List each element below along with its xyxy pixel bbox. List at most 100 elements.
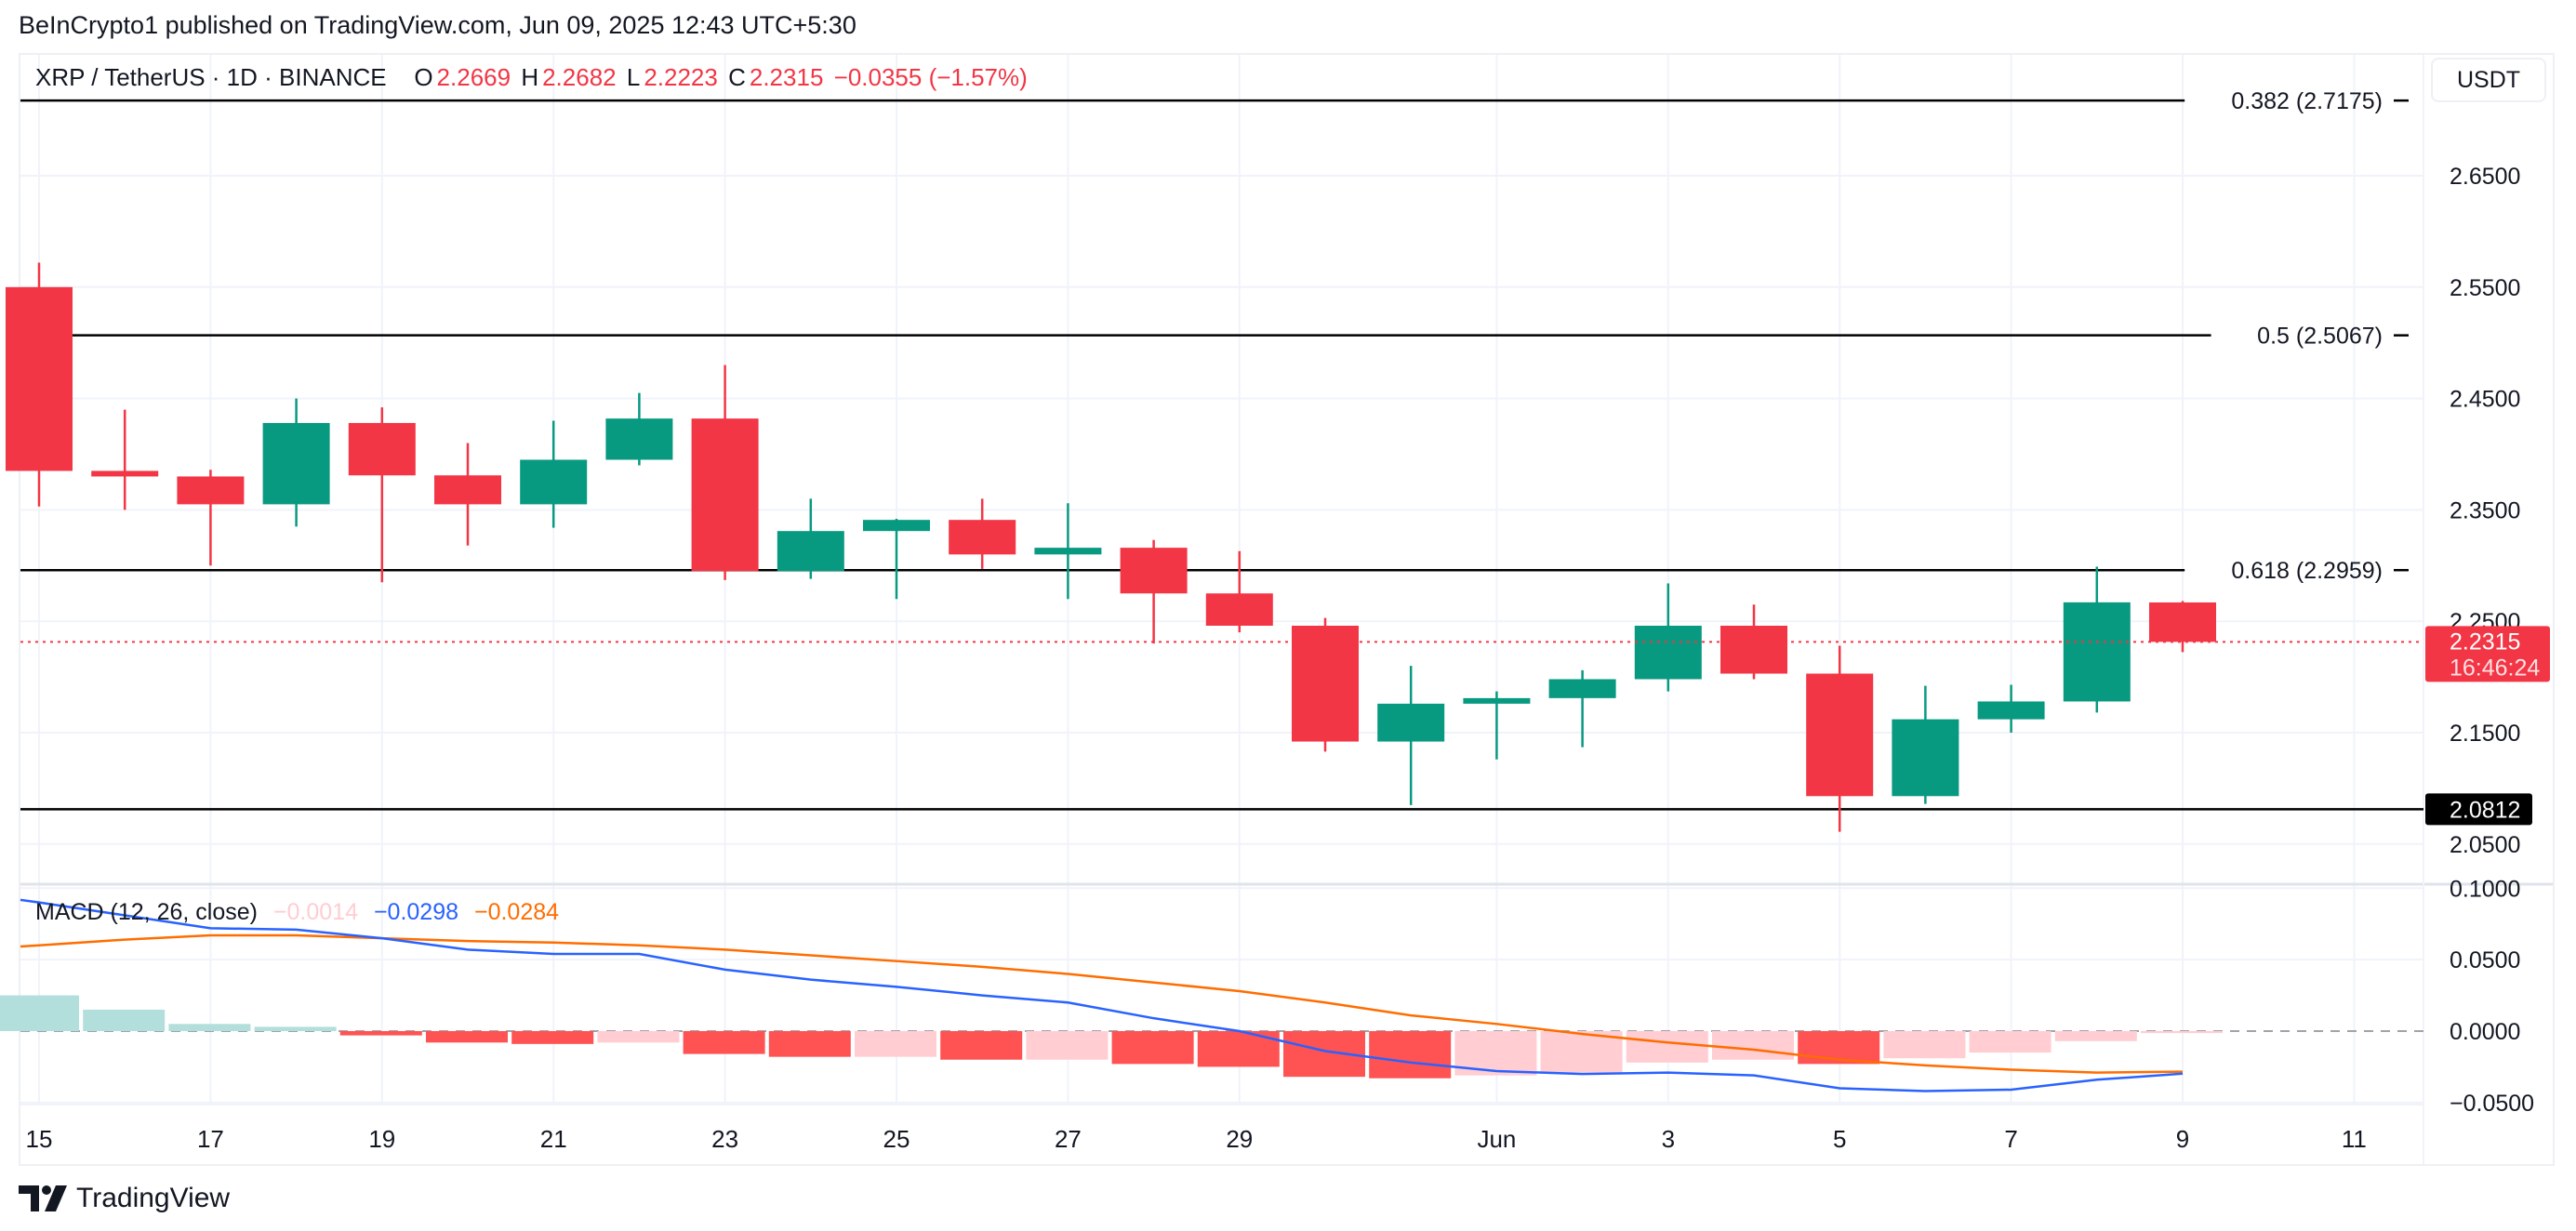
candle-body xyxy=(1377,703,1445,742)
x-tick-label: 9 xyxy=(2176,1125,2189,1153)
x-tick-label: 27 xyxy=(1055,1125,1082,1153)
price-axis-label: 2.3500 xyxy=(2450,497,2520,523)
fib-level-label: 0.618 (2.2959) xyxy=(2231,558,2383,584)
candle-body xyxy=(520,459,588,505)
candle-body xyxy=(863,520,930,532)
currency-button[interactable]: USDT xyxy=(2431,58,2546,102)
candle-body xyxy=(6,286,73,471)
open-value: 2.2669 xyxy=(436,63,511,91)
candle-body xyxy=(691,418,759,572)
candle-body xyxy=(177,476,245,505)
macd-axis-label: 0.0500 xyxy=(2450,947,2520,973)
support-price-label: 2.0812 xyxy=(2450,797,2520,823)
high-label: H xyxy=(521,63,539,91)
macd-title[interactable]: MACD (12, 26, close) xyxy=(35,899,258,925)
macd-signal-line xyxy=(20,933,2184,1074)
macd-histogram-bar xyxy=(2141,1031,2223,1034)
macd-histogram-bar xyxy=(2054,1031,2137,1041)
price-axis-label: 2.5500 xyxy=(2450,275,2520,301)
x-tick-label: 19 xyxy=(368,1125,395,1153)
fib-level-label: 0.5 (2.5067) xyxy=(2257,324,2383,350)
fib-level-label: 0.382 (2.7175) xyxy=(2231,88,2383,114)
x-tick-label: 11 xyxy=(2342,1125,2367,1153)
candle-body xyxy=(262,422,330,505)
x-tick-label: 23 xyxy=(711,1125,738,1153)
candle-body xyxy=(91,470,159,477)
price-axis-label: 2.0500 xyxy=(2450,832,2520,858)
macd-histogram-bar xyxy=(426,1031,508,1043)
x-tick-label: 15 xyxy=(26,1125,53,1153)
x-tick-label: 29 xyxy=(1226,1125,1253,1153)
macd-histogram-bar xyxy=(597,1031,680,1043)
close-label: C xyxy=(728,63,746,91)
x-tick-label: Jun xyxy=(1477,1125,1516,1153)
low-label: L xyxy=(626,63,641,91)
x-tick-label: 3 xyxy=(1662,1125,1675,1153)
candle-body xyxy=(1806,673,1874,797)
low-value: 2.2223 xyxy=(644,63,718,91)
x-tick-label: 5 xyxy=(1833,1125,1846,1153)
candle-body xyxy=(949,520,1016,555)
candle-body xyxy=(1463,697,1531,704)
macd-histogram-bar xyxy=(339,1031,422,1036)
bar-countdown-label: 16:46:24 xyxy=(2450,655,2540,681)
current-price-tag xyxy=(2425,626,2550,682)
tradingview-logo[interactable]: TradingView xyxy=(19,1183,230,1214)
macd-histogram-bar xyxy=(768,1031,851,1057)
macd-histogram-bar xyxy=(855,1031,936,1057)
macd-histogram-bar xyxy=(1540,1031,1623,1073)
price-axis-label: 2.4500 xyxy=(2450,387,2520,413)
candle-body xyxy=(1205,593,1273,626)
macd-histogram-bar xyxy=(1026,1031,1109,1060)
macd-histogram-bar xyxy=(0,995,79,1031)
macd-histogram-bar xyxy=(1626,1031,1708,1063)
candle-body xyxy=(1634,625,1702,680)
candle-body xyxy=(1977,701,2045,720)
x-tick-label: 17 xyxy=(197,1125,224,1153)
macd-signal-value: −0.0284 xyxy=(473,899,560,925)
macd-histogram-bar xyxy=(1111,1031,1194,1065)
macd-axis-label: 0.0000 xyxy=(2450,1019,2520,1045)
candle-body xyxy=(1120,548,1188,594)
macd-legend: MACD (12, 26, close) −0.0014 −0.0298 −0.… xyxy=(35,899,568,926)
candle-body xyxy=(2149,602,2216,642)
tradingview-wordmark: TradingView xyxy=(76,1183,231,1213)
candle-body xyxy=(1548,679,1616,698)
candle-body xyxy=(1034,548,1102,555)
macd-histogram-bar xyxy=(1969,1031,2052,1053)
macd-histogram-bar xyxy=(1883,1031,1966,1059)
macd-histogram-bar xyxy=(940,1031,1023,1060)
macd-histogram-bar xyxy=(1712,1031,1794,1060)
macd-line xyxy=(20,898,2184,1092)
macd-hist-value: −0.0014 xyxy=(272,899,358,925)
price-axis-label: 2.1500 xyxy=(2450,721,2520,747)
candle-body xyxy=(348,422,416,476)
macd-histogram-bar xyxy=(254,1026,337,1031)
current-price-label: 2.2315 xyxy=(2450,629,2520,655)
chart-frame xyxy=(19,53,2555,1166)
x-tick-label: 21 xyxy=(540,1125,567,1153)
macd-histogram-bar xyxy=(511,1031,594,1044)
candle-body xyxy=(1720,625,1787,674)
candle-body xyxy=(605,418,673,460)
price-axis-label: 2.6500 xyxy=(2450,164,2520,190)
macd-axis-label: 0.1000 xyxy=(2450,876,2520,902)
candle-body xyxy=(777,531,844,572)
high-value: 2.2682 xyxy=(542,63,617,91)
symbol-title[interactable]: XRP / TetherUS · 1D · BINANCE xyxy=(35,63,387,91)
published-caption: BeInCrypto1 published on TradingView.com… xyxy=(19,11,856,39)
x-tick-label: 25 xyxy=(883,1125,910,1153)
tradingview-logo-icon xyxy=(19,1185,67,1211)
candle-body xyxy=(1292,625,1359,742)
candle-body xyxy=(434,475,501,505)
x-tick-label: 7 xyxy=(2004,1125,2017,1153)
macd-histogram-bar xyxy=(83,1009,166,1031)
support-price-tag xyxy=(2425,793,2532,826)
macd-line-value: −0.0298 xyxy=(373,899,459,925)
open-label: O xyxy=(414,63,433,91)
close-value: 2.2315 xyxy=(749,63,824,91)
macd-histogram-bar xyxy=(683,1031,765,1054)
macd-axis-label: −0.0500 xyxy=(2450,1091,2534,1117)
